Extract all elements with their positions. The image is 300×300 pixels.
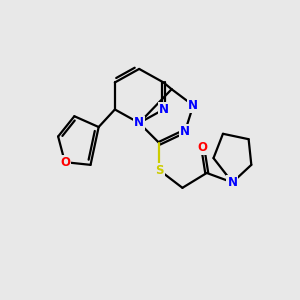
Text: O: O bbox=[198, 141, 208, 154]
Text: N: N bbox=[227, 176, 237, 189]
Text: N: N bbox=[180, 124, 190, 138]
Text: S: S bbox=[155, 164, 164, 177]
Text: N: N bbox=[134, 116, 144, 130]
Text: N: N bbox=[158, 103, 169, 116]
Text: O: O bbox=[60, 156, 70, 169]
Text: N: N bbox=[188, 99, 198, 112]
